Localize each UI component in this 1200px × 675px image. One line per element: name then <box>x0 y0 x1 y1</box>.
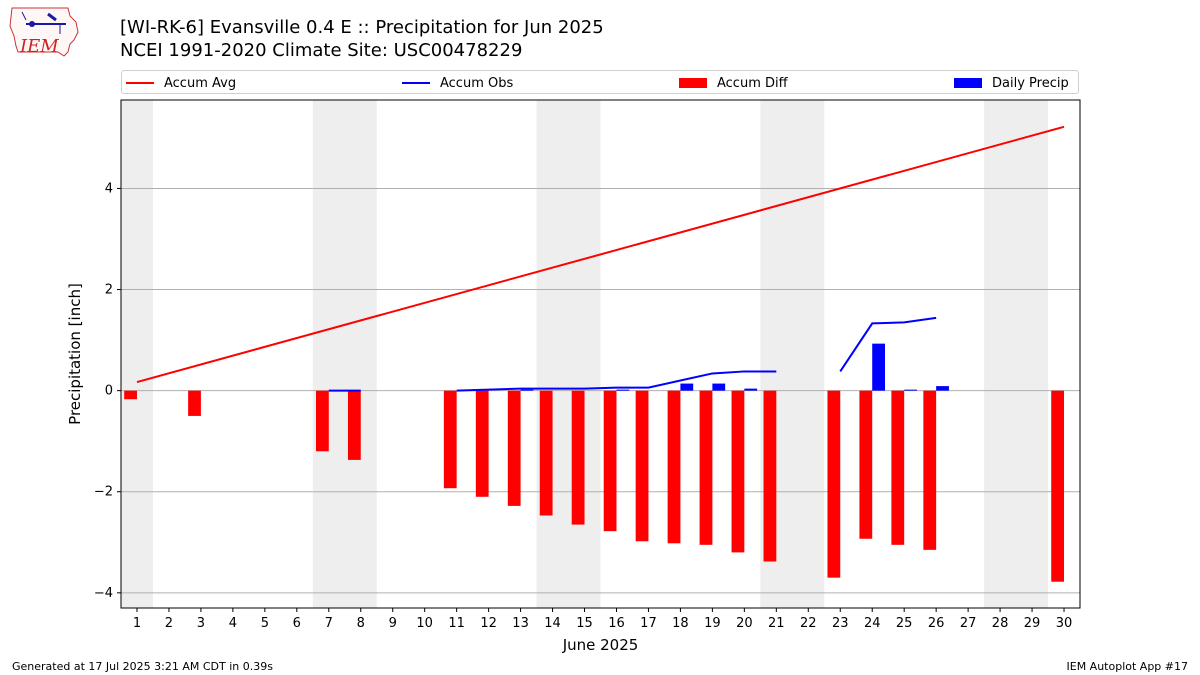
legend-label-accum-obs: Accum Obs <box>440 75 514 91</box>
accum-diff-bar-day-30 <box>1051 390 1065 582</box>
accum-diff-bar-day-3 <box>188 390 201 416</box>
accum-obs-line-segment-2 <box>839 316 937 372</box>
x-tick-label-13: 14 <box>544 616 561 631</box>
y-tick-label-2: 0 <box>105 384 113 399</box>
x-tick-label-29: 30 <box>1056 616 1073 631</box>
legend-swatch-accum-avg <box>126 82 154 84</box>
daily-precip-bar-day-18 <box>680 383 694 391</box>
chart-title: [WI-RK-6] Evansville 0.4 E :: Precipitat… <box>120 17 604 38</box>
weekend-band-0 <box>121 100 153 608</box>
footer-app: IEM Autoplot App #17 <box>1066 660 1189 673</box>
accum-diff-bar-day-20 <box>731 390 745 553</box>
x-tick-label-1: 2 <box>165 616 173 631</box>
legend-item-daily-precip: Daily Precip <box>954 74 1069 92</box>
x-tick-label-22: 23 <box>832 616 849 631</box>
weekend-band-2 <box>536 100 601 608</box>
x-tick-label-0: 1 <box>133 616 141 631</box>
x-tick-label-12: 13 <box>512 616 529 631</box>
y-tick-label-3: 2 <box>105 283 113 298</box>
weekend-band-4 <box>984 100 1049 608</box>
accum-diff-bar-day-18 <box>667 390 681 544</box>
x-tick-label-2: 3 <box>197 616 205 631</box>
legend-swatch-accum-obs <box>402 82 430 84</box>
x-tick-label-4: 5 <box>261 616 269 631</box>
bars-layer <box>124 343 1065 582</box>
x-tick-label-24: 25 <box>896 616 913 631</box>
daily-precip-bar-day-20 <box>744 388 758 391</box>
accum-diff-bar-day-21 <box>763 390 777 562</box>
accum-diff-bar-day-11 <box>443 390 457 489</box>
x-tick-label-19: 20 <box>736 616 753 631</box>
accum-diff-bar-day-26 <box>923 390 937 550</box>
accum-diff-bar-day-19 <box>699 390 713 545</box>
accum-diff-bar-day-12 <box>475 390 489 497</box>
x-tick-label-11: 12 <box>480 616 497 631</box>
iem-logo: IEM <box>8 6 80 58</box>
weekend-shading-layer <box>121 100 1049 608</box>
x-tick-label-16: 17 <box>640 616 657 631</box>
legend-label-accum-avg: Accum Avg <box>164 75 237 91</box>
legend-item-accum-avg: Accum Avg <box>126 74 236 92</box>
daily-precip-bar-day-16 <box>616 389 630 391</box>
x-tick-label-23: 24 <box>864 616 881 631</box>
lines-layer <box>136 125 1065 392</box>
x-tick-label-7: 8 <box>357 616 365 631</box>
daily-precip-bar-day-24 <box>872 343 886 391</box>
daily-precip-bar-day-25 <box>904 389 917 391</box>
x-tick-label-8: 9 <box>389 616 397 631</box>
accum-diff-bar-day-25 <box>891 390 905 545</box>
accum-obs-line-segment-1 <box>456 370 777 392</box>
accum-diff-bar-day-23 <box>827 390 841 578</box>
iowa-outline-icon <box>9 7 79 57</box>
chart-subtitle: NCEI 1991-2020 Climate Site: USC00478229 <box>120 40 523 61</box>
x-tick-label-25: 26 <box>928 616 945 631</box>
x-tick-label-9: 10 <box>416 616 433 631</box>
x-tick-label-15: 16 <box>608 616 625 631</box>
x-tick-label-6: 7 <box>325 616 333 631</box>
daily-precip-bar-day-19 <box>712 383 726 391</box>
x-tick-label-17: 18 <box>672 616 689 631</box>
x-tick-label-3: 4 <box>229 616 237 631</box>
legend: Accum Avg Accum Obs Accum Diff Daily Pre… <box>121 70 1079 94</box>
accum-diff-bar-day-13 <box>507 390 521 506</box>
x-tick-label-28: 29 <box>1024 616 1041 631</box>
footer-generated: Generated at 17 Jul 2025 3:21 AM CDT in … <box>12 660 273 673</box>
logo-text: IEM <box>20 36 59 57</box>
x-axis-label: June 2025 <box>562 636 639 654</box>
accum-diff-bar-day-17 <box>635 390 649 542</box>
legend-item-accum-obs: Accum Obs <box>402 74 513 92</box>
daily-precip-bar-day-13 <box>520 389 534 391</box>
legend-item-accum-diff: Accum Diff <box>679 74 788 92</box>
legend-swatch-accum-diff <box>679 78 707 88</box>
legend-label-accum-diff: Accum Diff <box>717 75 788 91</box>
plot-frame <box>120 99 1081 609</box>
x-tick-label-26: 27 <box>960 616 977 631</box>
x-tick-label-18: 19 <box>704 616 721 631</box>
y-tick-label-1: −2 <box>94 485 113 500</box>
accum-diff-bar-day-14 <box>539 390 553 516</box>
legend-label-daily-precip: Daily Precip <box>992 75 1069 91</box>
accum-diff-bar-day-16 <box>603 390 617 532</box>
y-tick-label-4: 4 <box>105 181 113 196</box>
x-tick-label-10: 11 <box>448 616 465 631</box>
x-tick-label-21: 22 <box>800 616 817 631</box>
y-tick-label-0: −4 <box>94 586 113 601</box>
accum-diff-bar-day-1 <box>124 390 137 400</box>
accum-diff-bar-day-7 <box>315 390 329 452</box>
legend-swatch-daily-precip <box>954 78 982 88</box>
x-tick-label-20: 21 <box>768 616 785 631</box>
x-tick-label-27: 28 <box>992 616 1009 631</box>
weekend-band-1 <box>312 100 377 608</box>
x-tick-label-5: 6 <box>293 616 301 631</box>
daily-precip-bar-day-26 <box>936 386 949 391</box>
gridlines-layer <box>121 187 1080 594</box>
x-tick-label-14: 15 <box>576 616 593 631</box>
accum-avg-line <box>136 125 1065 384</box>
accum-diff-bar-day-15 <box>571 390 585 525</box>
accum-diff-bar-day-8 <box>347 390 361 460</box>
accum-diff-bar-day-24 <box>859 390 873 539</box>
y-axis-label: Precipitation [inch] <box>66 283 84 425</box>
